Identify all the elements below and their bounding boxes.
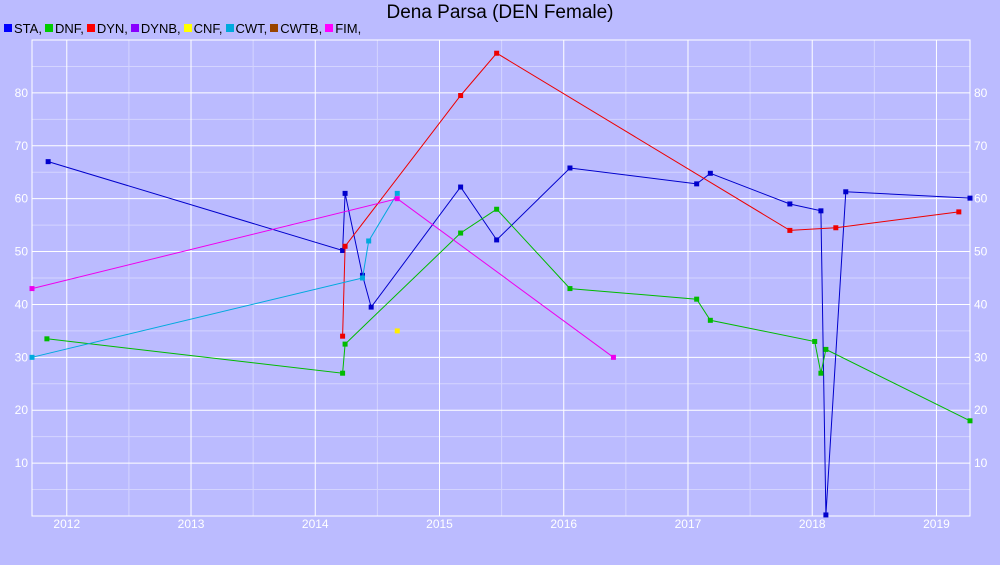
data-point	[956, 209, 962, 215]
legend-swatch	[270, 24, 279, 32]
legend-label: CWTB,	[280, 20, 323, 36]
y-tick-label-left: 10	[15, 456, 29, 470]
legend-label: DYNB,	[140, 20, 181, 36]
data-point	[967, 418, 973, 424]
data-point	[812, 338, 818, 344]
legend-entry: DYNB,	[130, 20, 181, 36]
x-tick-label: 2019	[923, 517, 950, 531]
data-point	[494, 206, 500, 212]
data-point	[340, 247, 346, 253]
data-point	[29, 354, 35, 360]
data-point	[342, 341, 348, 347]
y-tick-label-left: 30	[15, 350, 29, 364]
x-tick-label: 2012	[53, 517, 80, 531]
data-point	[823, 346, 829, 352]
data-point	[707, 170, 713, 176]
series-line	[342, 52, 959, 337]
y-tick-label-left: 70	[15, 139, 29, 153]
y-tick-label-right: 80	[974, 86, 988, 100]
chart-title: Dena Parsa (DEN Female)	[386, 2, 614, 23]
data-point	[818, 370, 824, 376]
data-point	[340, 333, 346, 339]
y-tick-label-right: 50	[974, 245, 988, 259]
data-point	[694, 296, 700, 302]
y-tick-label-right: 40	[974, 297, 988, 311]
data-point	[610, 354, 616, 360]
legend-label: CWT,	[235, 20, 268, 36]
legend-label: DNF,	[54, 20, 84, 36]
data-point	[394, 328, 400, 334]
data-point	[342, 190, 348, 196]
data-point	[366, 238, 372, 244]
legend-entry: CNF,	[183, 20, 223, 36]
x-tick-label: 2013	[178, 517, 205, 531]
legend-swatch	[4, 24, 12, 32]
data-point	[394, 190, 400, 196]
data-point	[567, 165, 573, 171]
data-point	[340, 370, 346, 376]
data-point	[567, 286, 573, 292]
data-point	[818, 208, 824, 214]
series-line	[31, 193, 398, 358]
legend-entry: DYN,	[86, 20, 128, 36]
y-tick-label-right: 10	[974, 456, 988, 470]
y-tick-label-left: 20	[15, 403, 29, 417]
data-point	[45, 159, 51, 165]
y-tick-label-left: 80	[15, 86, 29, 100]
data-point	[494, 237, 500, 243]
y-tick-label-right: 70	[974, 139, 988, 153]
legend-swatch	[325, 24, 334, 32]
data-point	[823, 512, 829, 518]
data-point	[494, 50, 500, 56]
legend-entry: CWTB,	[270, 21, 322, 36]
data-point	[458, 93, 464, 99]
y-tick-label-left: 40	[15, 297, 29, 311]
data-point	[707, 317, 713, 323]
x-tick-label: 2017	[675, 517, 702, 531]
legend-label: DYN,	[96, 20, 128, 36]
legend-entry: FIM,	[325, 21, 361, 36]
data-point	[368, 304, 374, 310]
data-point	[694, 181, 700, 187]
data-point	[29, 286, 35, 292]
x-tick-label: 2016	[550, 517, 577, 531]
y-tick-label-right: 30	[974, 350, 988, 364]
x-tick-label: 2015	[426, 517, 453, 531]
y-tick-label-left: 60	[15, 192, 29, 206]
legend-swatch	[86, 24, 95, 32]
data-point	[359, 275, 365, 281]
plot-border	[31, 39, 971, 517]
legend-label: FIM,	[335, 20, 362, 36]
legend-swatch	[225, 24, 234, 32]
data-point	[787, 227, 793, 233]
legend-label: STA,	[14, 20, 42, 36]
y-tick-label-right: 60	[974, 192, 988, 206]
x-tick-label: 2018	[799, 517, 826, 531]
y-tick-label-right: 20	[974, 403, 988, 417]
data-point	[458, 230, 464, 236]
data-point	[44, 336, 50, 342]
data-point	[967, 195, 973, 201]
chart-legend: STA, DNF, DYN, DYNB, CNF, CWT, CWTB, FIM,	[4, 20, 364, 36]
legend-entry: STA,	[4, 21, 42, 36]
legend-swatch	[130, 24, 139, 32]
y-tick-label-left: 50	[15, 245, 29, 259]
series-line	[46, 208, 971, 422]
legend-label: CNF,	[193, 20, 223, 36]
legend-entry: CWT,	[225, 20, 268, 36]
legend-swatch	[183, 24, 192, 32]
series-line	[48, 161, 971, 515]
legend-entry: DNF,	[44, 20, 84, 36]
data-point	[787, 201, 793, 207]
data-point	[394, 196, 400, 202]
x-tick-label: 2014	[302, 517, 329, 531]
data-point	[843, 189, 849, 195]
data-point	[833, 225, 839, 231]
legend-swatch	[44, 24, 53, 32]
data-point	[458, 184, 464, 190]
data-point	[342, 243, 348, 249]
